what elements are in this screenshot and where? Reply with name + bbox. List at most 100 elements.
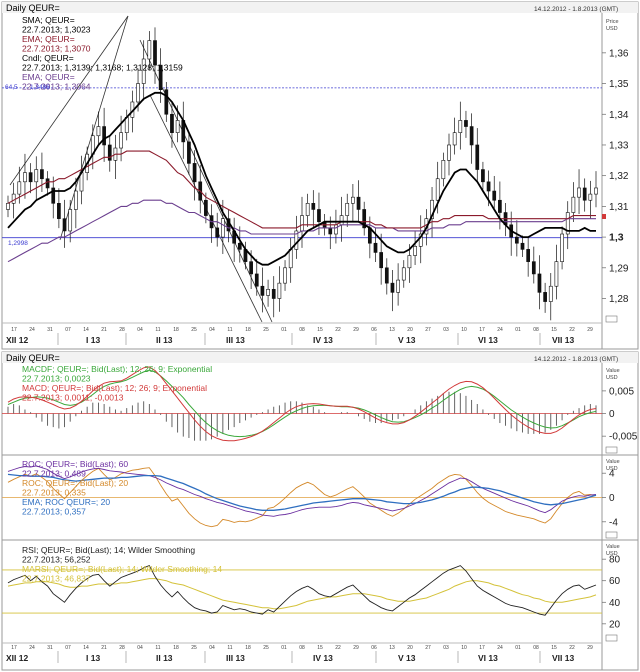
bottom-header-bar — [2, 352, 638, 363]
bottom-title: Daily QEUR= — [6, 353, 60, 363]
bottom-day-tick-label: 25 — [263, 645, 269, 651]
rsi-panel: 80 60 40 20 — [2, 555, 621, 630]
candle-body — [57, 203, 61, 219]
candle-body — [311, 203, 316, 210]
roc-20-line — [7, 467, 597, 528]
day-tick-label: 14 — [83, 327, 89, 333]
macd-tick-label: 0 — [609, 409, 615, 420]
legend-label: EMA; ROC QEUR=; 20 — [22, 497, 110, 507]
macd-signal-line — [7, 369, 597, 438]
rsi-tick-label: 80 — [609, 555, 621, 566]
bottom-day-tick-label: 01 — [281, 645, 287, 651]
candle-body — [379, 252, 384, 269]
bottom-day-tick-label: 04 — [209, 645, 215, 651]
candle-body — [594, 187, 598, 195]
legend-value: 22.7.2013; 0,489 — [22, 469, 86, 479]
day-tick-label: 24 — [497, 327, 503, 333]
macd-tick-label: -0,005 — [609, 432, 638, 443]
candle-body — [413, 246, 417, 256]
day-tick-label: 06 — [371, 327, 377, 333]
candle-body — [317, 209, 321, 223]
candle-body — [390, 282, 395, 293]
candle-body — [407, 255, 412, 269]
day-tick-label: 10 — [461, 327, 467, 333]
candle-body — [498, 199, 502, 213]
candle-body — [204, 199, 208, 216]
day-tick-label: 04 — [137, 327, 143, 333]
day-tick-label: 18 — [245, 327, 251, 333]
ema-red-line — [7, 150, 596, 229]
candle-body — [164, 89, 169, 115]
legend-value: 22.7.2013; 1,3023 — [22, 25, 91, 35]
roc-axis-marker — [605, 531, 618, 539]
legend-label: ROC; QEUR=; Bid(Last); 20 — [22, 478, 128, 488]
day-tick-label: 29 — [587, 327, 593, 333]
day-tick-label: 24 — [29, 327, 35, 333]
bottom-day-tick-label: 28 — [119, 645, 125, 651]
bottom-day-tick-label: 03 — [443, 645, 449, 651]
day-tick-label: 21 — [101, 327, 107, 333]
candle-body — [531, 261, 536, 275]
legend-value: 22.7.2013; 1,3064 — [22, 82, 91, 92]
day-tick-label: 17 — [11, 327, 17, 333]
price-tick-label: 1,36 — [609, 48, 629, 59]
price-tick-label: 1,31 — [609, 202, 629, 213]
marsi-line — [7, 578, 597, 610]
price-tick-label: 1,35 — [609, 79, 629, 90]
day-tick-label: 13 — [389, 327, 395, 333]
legend-label: SMA; QEUR= — [22, 15, 75, 25]
candle-body — [339, 215, 344, 226]
bottom-day-tick-label: 07 — [65, 645, 71, 651]
day-tick-label: 25 — [191, 327, 197, 333]
candle-body — [249, 261, 253, 275]
bottom-day-tick-label: 21 — [101, 645, 107, 651]
roc-tick-label: -4 — [609, 517, 618, 528]
day-tick-label: 29 — [353, 327, 359, 333]
legend-value: 22.7.2013; 1,3139; 1,3168; 1,3128; 1,315… — [22, 63, 183, 73]
day-tick-label: 15 — [317, 327, 323, 333]
legend-value: 22.7.2013; 0,357 — [22, 507, 86, 517]
month-label: V 13 — [398, 335, 416, 345]
candle-body — [260, 285, 265, 296]
candle-body — [73, 190, 78, 210]
trend-channel-inner — [59, 15, 129, 241]
day-tick-label: 01 — [281, 327, 287, 333]
candle-body — [300, 215, 304, 232]
bottom-range: 14.12.2012 - 1.8.2013 (GMT) — [534, 356, 618, 363]
macd-tick-label: 0,005 — [609, 386, 634, 397]
day-tick-label: 03 — [443, 327, 449, 333]
bottom-day-tick-label: 22 — [335, 645, 341, 651]
legend-label: EMA; QEUR= — [22, 72, 75, 82]
bottom-day-tick-label: 29 — [353, 645, 359, 651]
bottom-day-tick-label: 27 — [425, 645, 431, 651]
month-label: IV 13 — [313, 335, 333, 345]
candle-body — [192, 163, 197, 183]
legend-value: 22.7.2013; 0,0023 — [22, 374, 91, 384]
candle-body — [526, 249, 531, 262]
candle-body — [543, 292, 547, 302]
price-tick-label: 1,3 — [609, 232, 624, 244]
rsi-tick-label: 40 — [609, 598, 621, 609]
bottom-day-tick-label: 11 — [227, 645, 232, 651]
bottom-day-tick-label: 18 — [245, 645, 251, 651]
day-tick-label: 08 — [533, 327, 539, 333]
bottom-day-tick-label: 20 — [407, 645, 413, 651]
candle-body — [147, 40, 152, 60]
day-tick-label: 20 — [407, 327, 413, 333]
day-tick-label: 28 — [119, 327, 125, 333]
bottom-day-tick-label: 06 — [371, 645, 377, 651]
top-title: Daily QEUR= — [6, 3, 60, 13]
bottom-day-tick-label: 13 — [389, 645, 395, 651]
legend-value: 22.7.2013; 0,0011; -0,0013 — [22, 393, 124, 403]
day-tick-label: 11 — [155, 327, 160, 333]
candle-body — [23, 172, 27, 183]
candle-body — [283, 267, 287, 284]
price-tick-label: 1,32 — [609, 171, 629, 182]
price-tick-label: 1,33 — [609, 140, 629, 151]
bottom-month-label: VI 13 — [478, 653, 498, 663]
price-tick-label: 1,34 — [609, 110, 629, 121]
candle-body — [447, 144, 451, 161]
legend-label: EMA; QEUR= — [22, 34, 75, 44]
